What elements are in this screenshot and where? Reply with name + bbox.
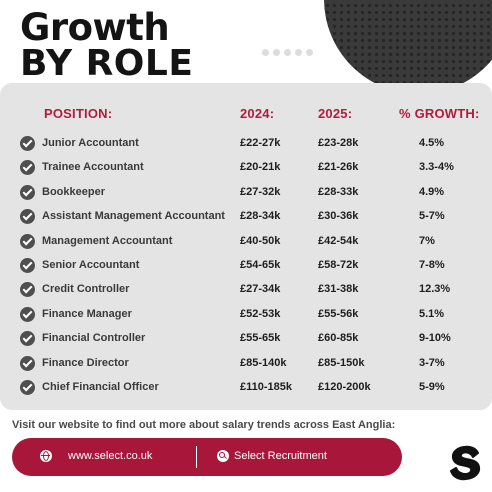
position-cell: Financial Controller <box>42 332 146 345</box>
table-row: Senior Accountant £54-65k £58-72k 7-8% <box>0 257 492 275</box>
salary-2025-cell: £30-36k <box>318 210 359 223</box>
carousel-dot <box>295 49 302 56</box>
table-row: Assistant Management Accountant £28-34k £3… <box>0 208 492 226</box>
check-circle-icon <box>20 306 35 322</box>
header-growth: % GROWTH: <box>399 106 480 121</box>
position-cell: Junior Accountant <box>42 137 139 149</box>
salary-table-panel <box>0 83 492 410</box>
salary-2025-cell: £31-38k <box>318 283 359 296</box>
salary-2024-cell: £22-27k <box>240 137 281 149</box>
table-row: Finance Director £85-140k £85-150k 3-7% <box>0 355 492 373</box>
growth-cell: 4.5% <box>419 137 445 149</box>
salary-2024-cell: £54-65k <box>240 259 281 271</box>
salary-2024-cell: £52-53k <box>240 307 281 320</box>
header-position: POSITION: <box>44 106 113 121</box>
header-2025: 2025: <box>318 106 353 121</box>
salary-2024-cell: £85-140k <box>240 356 287 369</box>
position-cell: Trainee Accountant <box>42 161 144 174</box>
table-row: Trainee Accountant £20-21k £21-26k 3.3-4% <box>0 159 492 177</box>
table-row: Junior Accountant £22-27k £23-28k 4.5% <box>0 135 492 153</box>
growth-cell: 5-7% <box>419 210 445 223</box>
carousel-dot <box>306 49 313 56</box>
growth-cell: 7-8% <box>419 259 445 271</box>
table-row: Bookkeeper £27-32k £28-33k 4.9% <box>0 184 492 202</box>
salary-2024-cell: £27-34k <box>240 283 281 296</box>
salary-2024-cell: £20-21k <box>240 161 281 174</box>
growth-cell: 3.3-4% <box>419 161 454 174</box>
search-icon <box>217 450 229 462</box>
carousel-dots <box>262 49 313 56</box>
website-link[interactable]: www.select.co.uk <box>68 450 153 462</box>
page-title: Growth BY ROLE <box>20 6 194 85</box>
table-row: Credit Controller £27-34k £31-38k 12.3% <box>0 281 492 299</box>
table-row: Finance Manager £52-53k £55-56k 5.1% <box>0 306 492 324</box>
carousel-dot <box>284 49 291 56</box>
position-cell: Finance Director <box>42 356 129 369</box>
growth-cell: 7% <box>419 234 435 247</box>
check-circle-icon <box>20 160 35 176</box>
position-cell: Credit Controller <box>42 283 130 296</box>
title-line-2: BY ROLE <box>20 43 194 85</box>
growth-cell: 12.3% <box>419 283 451 296</box>
position-cell: Management Accountant <box>42 234 173 247</box>
check-circle-icon <box>20 184 35 200</box>
salary-2025-cell: £55-56k <box>318 307 359 320</box>
contact-bar-divider <box>196 446 197 468</box>
position-cell: Bookkeeper <box>42 185 105 198</box>
growth-cell: 5-9% <box>419 381 445 393</box>
check-circle-icon <box>20 331 35 347</box>
salary-2024-cell: £55-65k <box>240 332 281 345</box>
check-circle-icon <box>20 380 35 395</box>
position-cell: Chief Financial Officer <box>42 381 159 393</box>
visit-website-text: Visit our website to find out more about… <box>12 419 396 431</box>
position-cell: Assistant Management Accountant <box>42 210 225 223</box>
globe-icon <box>40 450 52 462</box>
salary-2025-cell: £42-54k <box>318 234 359 247</box>
search-select-recruitment[interactable]: Select Recruitment <box>234 450 327 462</box>
position-cell: Senior Accountant <box>42 259 140 271</box>
salary-2025-cell: £28-33k <box>318 185 359 198</box>
title-line-1: Growth <box>20 6 170 49</box>
growth-cell: 4.9% <box>419 185 445 198</box>
header-2024: 2024: <box>240 106 275 121</box>
salary-2025-cell: £120-200k <box>318 381 371 393</box>
check-circle-icon <box>20 136 35 151</box>
check-circle-icon <box>20 233 35 249</box>
table-row: Financial Controller £55-65k £60-85k 9-10% <box>0 330 492 348</box>
select-s-logo-icon <box>450 445 481 481</box>
table-row: Chief Financial Officer £110-185k £120-200… <box>0 379 492 397</box>
growth-cell: 3-7% <box>419 356 445 369</box>
salary-2024-cell: £40-50k <box>240 234 281 247</box>
check-circle-icon <box>20 282 35 298</box>
salary-2025-cell: £23-28k <box>318 137 359 149</box>
decorative-dotted-circle <box>324 0 492 94</box>
table-row: Management Accountant £40-50k £42-54k 7% <box>0 233 492 251</box>
check-circle-icon <box>20 258 35 273</box>
salary-2024-cell: £110-185k <box>240 381 292 393</box>
salary-2025-cell: £85-150k <box>318 356 365 369</box>
carousel-dot <box>273 49 280 56</box>
growth-cell: 9-10% <box>419 332 451 345</box>
contact-bar: www.select.co.uk Select Recruitment <box>12 438 402 476</box>
check-circle-icon <box>20 355 35 371</box>
carousel-dot <box>262 49 269 56</box>
salary-2024-cell: £27-32k <box>240 185 281 198</box>
growth-cell: 5.1% <box>419 307 445 320</box>
position-cell: Finance Manager <box>42 307 132 320</box>
salary-2025-cell: £21-26k <box>318 161 359 174</box>
salary-2024-cell: £28-34k <box>240 210 281 223</box>
salary-2025-cell: £58-72k <box>318 259 359 271</box>
check-circle-icon <box>20 209 35 225</box>
salary-2025-cell: £60-85k <box>318 332 359 345</box>
